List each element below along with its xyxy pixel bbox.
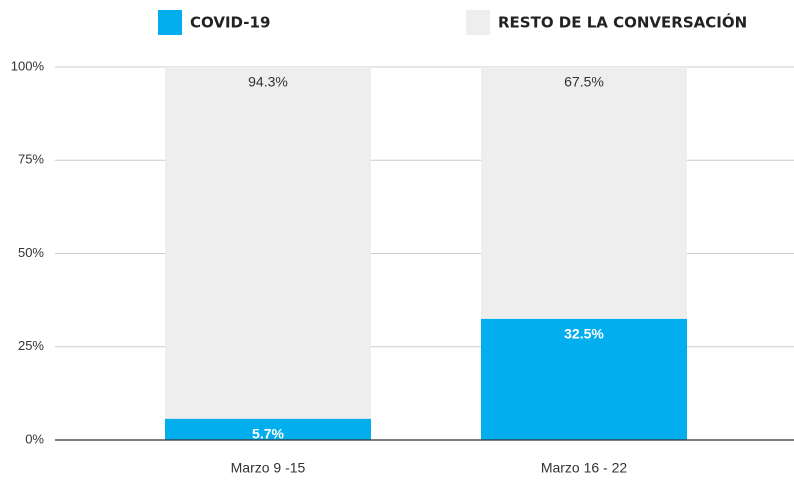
legend-swatch <box>158 10 182 35</box>
data-label: 5.7% <box>252 425 284 441</box>
x-tick-label: Marzo 9 -15 <box>231 460 306 476</box>
bar-segment <box>165 67 371 419</box>
x-tick-label: Marzo 16 - 22 <box>541 460 628 476</box>
legend-label: RESTO DE LA CONVERSACIÓN <box>498 13 747 32</box>
legend-swatch <box>466 10 490 35</box>
y-tick-label: 25% <box>18 338 44 353</box>
data-label: 32.5% <box>564 325 604 341</box>
y-tick-label: 75% <box>18 152 44 167</box>
bar-segment <box>165 418 371 440</box>
legend-label: COVID-19 <box>190 14 270 32</box>
bar-segment <box>481 67 687 319</box>
y-tick-label: 50% <box>18 245 44 260</box>
y-tick-label: 100% <box>11 58 45 73</box>
data-label: 94.3% <box>248 74 288 90</box>
bar-segment <box>481 318 687 440</box>
y-tick-label: 0% <box>25 431 44 446</box>
data-label: 67.5% <box>564 74 604 90</box>
